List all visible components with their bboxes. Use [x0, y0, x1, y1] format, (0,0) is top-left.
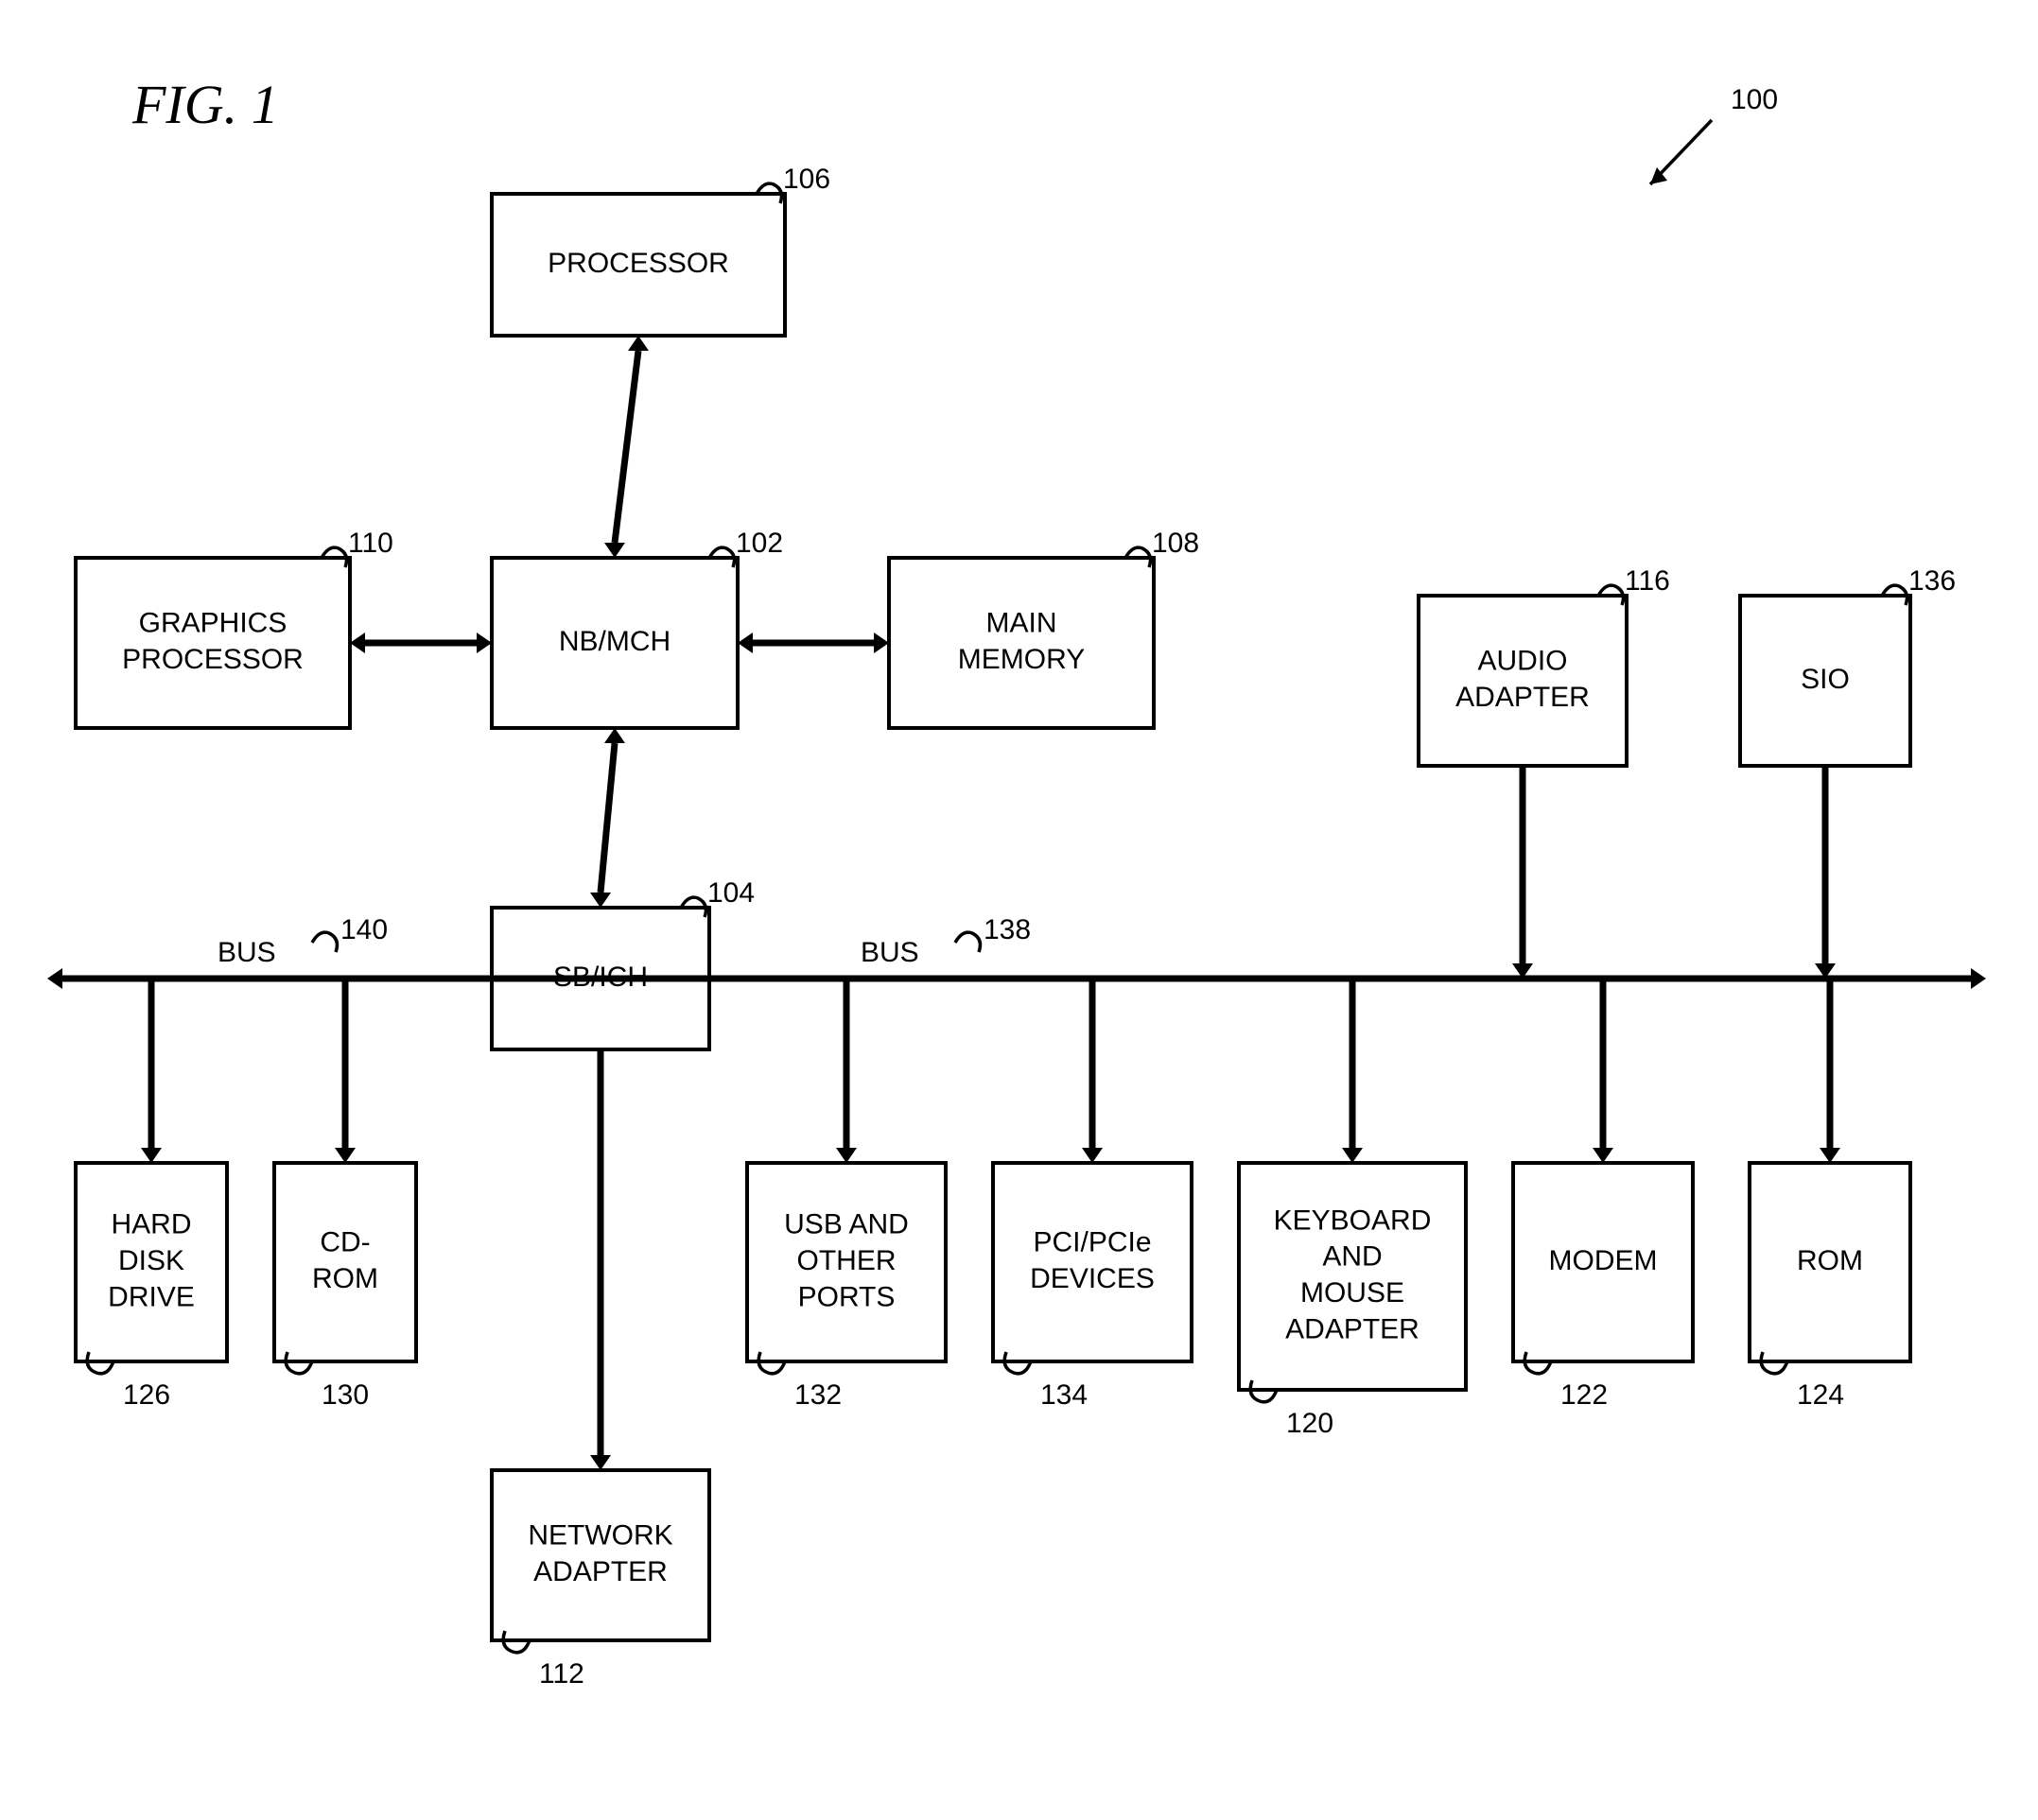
node-rom: ROM — [1750, 1163, 1910, 1361]
node-sio: SIO — [1740, 596, 1910, 766]
node-gfx: GRAPHICS PROCESSOR — [76, 558, 350, 728]
bus-label-right: BUS — [861, 937, 919, 968]
node-netadapter-label: NETWORK — [528, 1520, 672, 1551]
node-rom-ref: 124 — [1797, 1379, 1844, 1411]
node-audio: AUDIO ADAPTER — [1419, 596, 1627, 766]
node-netadapter-ref: 112 — [539, 1658, 584, 1690]
node-mainmem-label: MEMORY — [958, 644, 1085, 675]
node-nbmch-ref: 102 — [736, 528, 783, 559]
node-kbm-label: MOUSE — [1300, 1277, 1404, 1309]
node-cdrom: CD- ROM — [274, 1163, 416, 1361]
figure-title: FIG. 1 — [131, 74, 279, 135]
node-sio-ref: 136 — [1908, 565, 1956, 597]
node-gfx-ref: 110 — [348, 528, 393, 559]
node-kbm-ref: 120 — [1286, 1408, 1333, 1439]
node-modem: MODEM — [1513, 1163, 1693, 1361]
node-kbm-label: KEYBOARD — [1274, 1205, 1432, 1236]
node-modem-label: MODEM — [1549, 1245, 1658, 1276]
node-hdd-label: DISK — [118, 1245, 184, 1276]
node-pci-label: DEVICES — [1030, 1263, 1155, 1294]
node-kbm-label: ADAPTER — [1285, 1314, 1420, 1345]
node-hdd-ref: 126 — [123, 1379, 170, 1411]
node-gfx-label: GRAPHICS — [139, 608, 287, 639]
node-cdrom-label: CD- — [320, 1227, 370, 1258]
node-sbich-ref: 104 — [707, 877, 755, 909]
node-kbm: KEYBOARD AND MOUSE ADAPTER — [1239, 1163, 1466, 1390]
node-hdd: HARD DISK DRIVE — [76, 1163, 227, 1361]
node-audio-ref: 116 — [1625, 565, 1670, 597]
block-diagram: FIG. 1 100 PROCESSOR 106 NB/MCH 102 GRAPHICS PR… — [0, 0, 2038, 1820]
node-usb-label: USB AND — [784, 1209, 909, 1240]
bus-ref-right: 138 — [984, 914, 1031, 945]
bus-ref-left: 140 — [340, 914, 388, 945]
node-pci-label: PCI/PCIe — [1033, 1227, 1151, 1258]
node-usb-label: PORTS — [798, 1281, 896, 1312]
node-usb-ref: 132 — [794, 1379, 842, 1411]
node-hdd-label: HARD — [111, 1209, 191, 1240]
bus-label-left: BUS — [218, 937, 276, 968]
node-processor: PROCESSOR — [492, 194, 785, 336]
node-audio-label: AUDIO — [1477, 646, 1567, 677]
node-cdrom-ref: 130 — [322, 1379, 369, 1411]
node-cdrom-label: ROM — [312, 1263, 378, 1294]
node-nbmch-label: NB/MCH — [559, 626, 671, 657]
node-processor-label: PROCESSOR — [548, 248, 729, 279]
node-mainmem-ref: 108 — [1152, 528, 1199, 559]
node-hdd-label: DRIVE — [108, 1281, 195, 1312]
node-netadapter: NETWORK ADAPTER — [492, 1470, 709, 1640]
node-mainmem-label: MAIN — [986, 608, 1057, 639]
node-modem-ref: 122 — [1560, 1379, 1608, 1411]
node-pci: PCI/PCIe DEVICES — [993, 1163, 1192, 1361]
node-mainmem: MAIN MEMORY — [889, 558, 1154, 728]
node-nbmch: NB/MCH — [492, 558, 738, 728]
node-gfx-label: PROCESSOR — [122, 644, 304, 675]
node-audio-label: ADAPTER — [1455, 682, 1590, 713]
node-usb: USB AND OTHER PORTS — [747, 1163, 946, 1361]
figure-ref: 100 — [1731, 84, 1778, 115]
node-kbm-label: AND — [1322, 1241, 1382, 1273]
node-netadapter-label: ADAPTER — [533, 1556, 668, 1587]
node-processor-ref: 106 — [783, 164, 830, 195]
node-rom-label: ROM — [1797, 1245, 1863, 1276]
node-sio-label: SIO — [1801, 664, 1850, 695]
node-usb-label: OTHER — [797, 1245, 897, 1276]
node-pci-ref: 134 — [1040, 1379, 1088, 1411]
